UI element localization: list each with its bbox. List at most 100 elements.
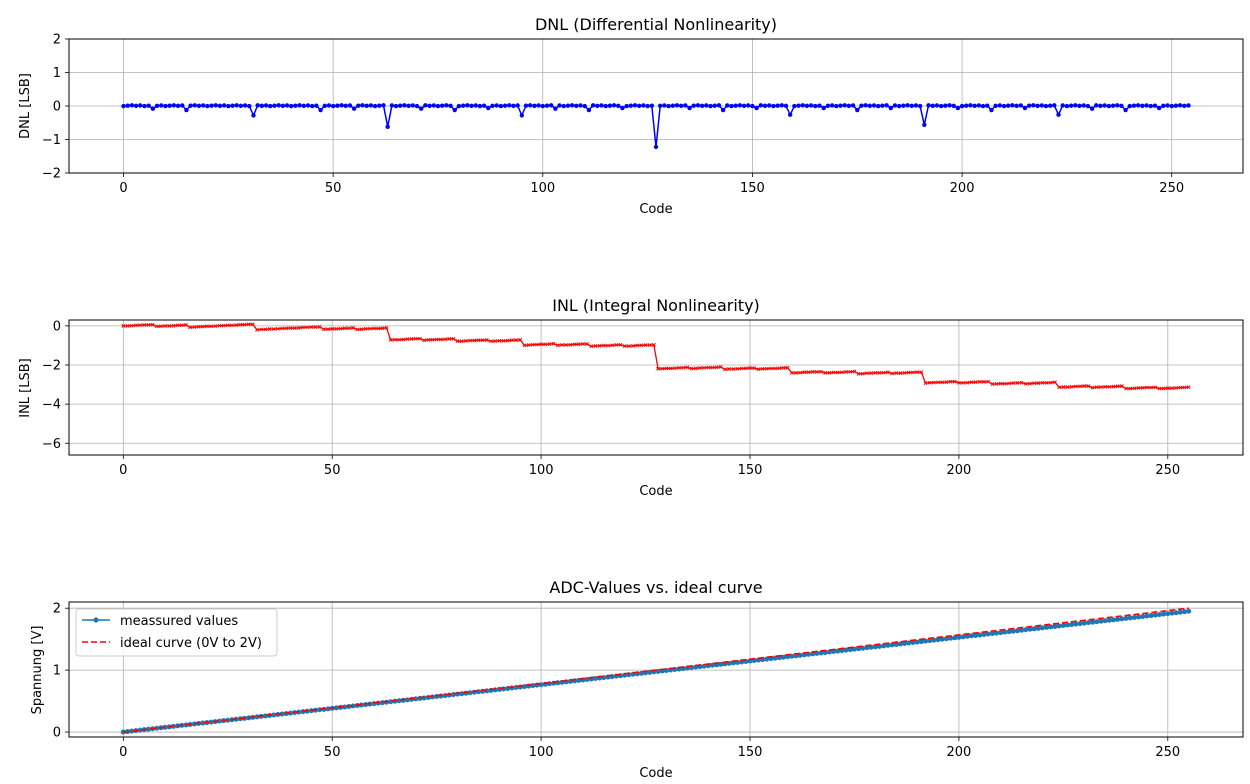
inl-point bbox=[718, 365, 723, 369]
inl-point bbox=[956, 380, 961, 385]
inl-point bbox=[280, 326, 285, 331]
dnl-point bbox=[733, 103, 738, 108]
dnl-point bbox=[175, 103, 181, 109]
dnl-point bbox=[955, 105, 961, 111]
adc-legend: meassured values ideal curve (0V to 2V) bbox=[75, 608, 278, 657]
adc-x-tick-label: 200 bbox=[946, 745, 971, 760]
inl-point bbox=[1165, 386, 1170, 391]
dnl-point bbox=[1089, 106, 1095, 111]
inl-point bbox=[1136, 385, 1141, 390]
dnl-point bbox=[632, 103, 638, 108]
dnl-point bbox=[356, 103, 361, 108]
measured-point bbox=[279, 711, 285, 717]
inl-point bbox=[522, 343, 527, 348]
dnl-point bbox=[968, 103, 973, 108]
inl-point bbox=[606, 343, 610, 348]
inl-point bbox=[229, 323, 234, 328]
dnl-point bbox=[943, 103, 948, 108]
dnl-point bbox=[813, 103, 818, 109]
measured-point bbox=[225, 717, 231, 723]
adc-x-tick-label: 0 bbox=[119, 745, 127, 760]
inl-point bbox=[927, 380, 932, 385]
dnl-point bbox=[880, 103, 885, 108]
inl-point bbox=[234, 323, 239, 328]
measured-point bbox=[956, 634, 962, 640]
inl-point bbox=[472, 338, 477, 343]
inl-point bbox=[509, 338, 514, 343]
dnl-point bbox=[1035, 103, 1040, 109]
inl-point bbox=[204, 324, 209, 329]
dnl-x-tick-label: 250 bbox=[1159, 181, 1184, 196]
dnl-point bbox=[607, 103, 613, 108]
inl-point bbox=[580, 341, 585, 346]
dnl-point bbox=[783, 103, 789, 109]
measured-point bbox=[1119, 616, 1125, 622]
measured-point bbox=[1077, 621, 1083, 627]
dnl-point bbox=[653, 144, 659, 150]
dnl-point bbox=[540, 103, 545, 109]
dnl-point bbox=[595, 103, 600, 109]
dnl-point bbox=[1026, 103, 1032, 108]
dnl-point bbox=[842, 103, 847, 108]
dnl-point bbox=[494, 103, 499, 108]
measured-point bbox=[459, 691, 465, 697]
inl-point bbox=[296, 325, 301, 330]
measured-point bbox=[872, 644, 878, 650]
inl-point bbox=[1015, 381, 1020, 385]
inl-point bbox=[221, 323, 226, 328]
measured-point bbox=[981, 631, 987, 637]
dnl-point bbox=[611, 103, 617, 108]
dnl-y-tick-label: 2 bbox=[53, 33, 61, 48]
adc-grid bbox=[69, 602, 1243, 737]
dnl-point bbox=[1169, 103, 1174, 109]
inl-point bbox=[1027, 381, 1032, 386]
measured-point bbox=[960, 634, 966, 640]
inl-x-tick-label: 250 bbox=[1155, 463, 1180, 478]
inl-point bbox=[413, 336, 418, 341]
dnl-point bbox=[305, 103, 311, 108]
inl-point bbox=[1040, 380, 1045, 385]
dnl-point bbox=[620, 105, 625, 111]
dnl-point bbox=[1144, 103, 1149, 108]
dnl-y-axis-label: DNL [LSB] bbox=[18, 73, 33, 139]
measured-point bbox=[137, 727, 143, 733]
dnl-point bbox=[767, 103, 772, 108]
inl-point bbox=[1086, 384, 1091, 389]
adc-title: ADC-Values vs. ideal curve bbox=[549, 578, 762, 597]
measured-point bbox=[1161, 611, 1167, 617]
inl-x-tick-label: 150 bbox=[738, 463, 763, 478]
inl-point bbox=[150, 322, 155, 327]
inl-point bbox=[722, 367, 727, 372]
inl-y-tick-label: −4 bbox=[42, 398, 61, 413]
dnl-point bbox=[695, 103, 701, 108]
inl-y-ticks: −6 −4 −2 0 bbox=[42, 319, 69, 452]
inl-point bbox=[877, 370, 882, 375]
measured-point bbox=[1186, 608, 1192, 614]
inl-point bbox=[865, 371, 869, 376]
inl-point bbox=[158, 324, 163, 329]
measured-point bbox=[897, 641, 903, 647]
inl-x-tick-label: 200 bbox=[946, 463, 971, 478]
inl-point bbox=[1090, 385, 1095, 390]
dnl-point bbox=[414, 103, 420, 109]
dnl-point bbox=[1140, 103, 1145, 109]
dnl-point bbox=[792, 103, 797, 109]
inl-point bbox=[794, 370, 798, 375]
adc-y-axis-label: Spannung [V] bbox=[30, 626, 45, 715]
inl-point bbox=[1144, 385, 1149, 390]
measured-point bbox=[885, 642, 891, 648]
dnl-point bbox=[951, 103, 956, 109]
dnl-point bbox=[200, 103, 206, 108]
inl-point bbox=[564, 343, 569, 347]
measured-point bbox=[1073, 621, 1079, 627]
dnl-point bbox=[993, 103, 998, 109]
dnl-point bbox=[339, 103, 344, 108]
dnl-y-tick-label: −1 bbox=[42, 133, 61, 148]
inl-point bbox=[622, 344, 627, 348]
measured-point bbox=[1010, 628, 1016, 634]
adc-y-tick-label: 1 bbox=[53, 664, 61, 679]
dnl-point bbox=[1186, 103, 1191, 108]
measured-point bbox=[1002, 629, 1008, 635]
dnl-point bbox=[221, 103, 227, 108]
